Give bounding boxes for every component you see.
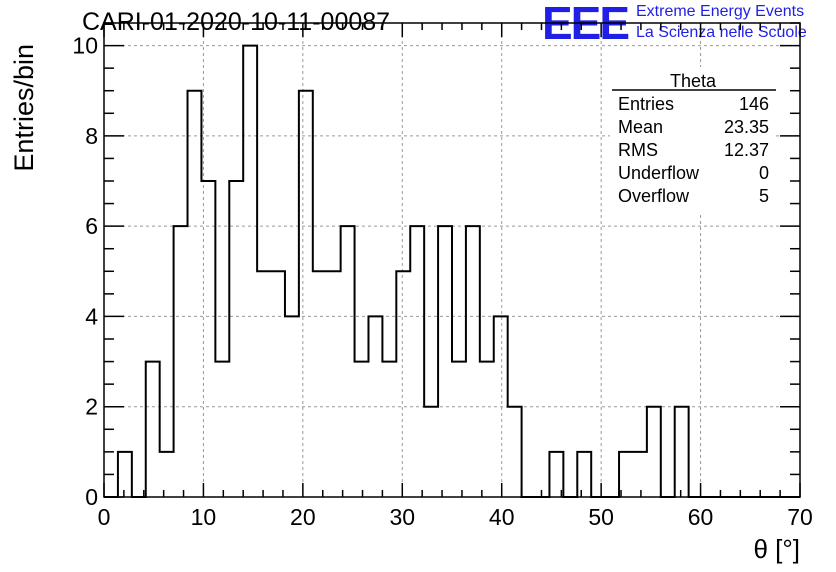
y-tick-label: 10	[72, 33, 98, 59]
histogram-bin	[341, 226, 355, 497]
histogram-bin	[146, 362, 160, 497]
y-tick-label: 6	[85, 213, 98, 239]
stats-entries-value: 146	[739, 94, 769, 114]
y-tick-label: 2	[85, 394, 98, 420]
histogram-bin	[327, 271, 341, 497]
stats-underflow-value: 0	[759, 163, 769, 183]
histogram-bin	[313, 271, 327, 497]
histogram-bin	[257, 271, 271, 497]
stats-box: Theta Entries 146 Mean 23.35 RMS 12.37 U…	[610, 67, 776, 212]
x-tick-label: 20	[290, 504, 316, 530]
x-tick-label: 50	[588, 504, 614, 530]
stats-title: Theta	[670, 71, 717, 91]
histogram-bin	[438, 226, 452, 497]
histogram-bin	[355, 362, 369, 497]
x-tick-label: 40	[489, 504, 515, 530]
histogram-bin	[452, 362, 466, 497]
stats-underflow-label: Underflow	[618, 163, 700, 183]
stats-overflow-value: 5	[759, 186, 769, 206]
histogram-bin	[215, 362, 229, 497]
histogram-bin	[271, 271, 285, 497]
stats-rms-value: 12.37	[724, 140, 769, 160]
histogram-bin	[424, 407, 438, 497]
stats-rms-label: RMS	[618, 140, 658, 160]
x-tick-label: 60	[688, 504, 714, 530]
histogram-bin	[174, 226, 188, 497]
x-axis-label: θ [°]	[753, 534, 800, 564]
histogram-bin	[466, 226, 480, 497]
y-tick-label: 8	[85, 123, 98, 149]
histogram-bin	[647, 407, 661, 497]
histogram-bin	[396, 271, 410, 497]
histogram-bin	[201, 181, 215, 497]
histogram-bin	[633, 452, 647, 497]
histogram-bin	[480, 362, 494, 497]
histogram-bin	[508, 407, 522, 497]
histogram-bin	[410, 226, 424, 497]
histogram-bin	[577, 452, 591, 497]
histogram-bin	[229, 181, 243, 497]
x-tick-label: 0	[98, 504, 111, 530]
stats-mean-label: Mean	[618, 117, 663, 137]
histogram-bin	[243, 46, 257, 497]
x-tick-label: 30	[389, 504, 415, 530]
y-tick-label: 4	[85, 303, 98, 329]
histogram-bin	[299, 91, 313, 497]
histogram-bin	[285, 316, 299, 497]
y-axis-label: Entries/bin	[9, 44, 39, 172]
histogram-bin	[160, 452, 174, 497]
x-tick-label: 70	[787, 504, 813, 530]
x-tick-label: 10	[191, 504, 217, 530]
histogram-bin	[368, 316, 382, 497]
histogram-bin	[118, 452, 132, 497]
stats-overflow-label: Overflow	[618, 186, 690, 206]
y-tick-label: 0	[85, 484, 98, 510]
histogram-bin	[675, 407, 689, 497]
histogram-bin	[494, 316, 508, 497]
histogram-bin	[382, 362, 396, 497]
stats-entries-label: Entries	[618, 94, 674, 114]
histogram-bin	[188, 91, 202, 497]
stats-mean-value: 23.35	[724, 117, 769, 137]
